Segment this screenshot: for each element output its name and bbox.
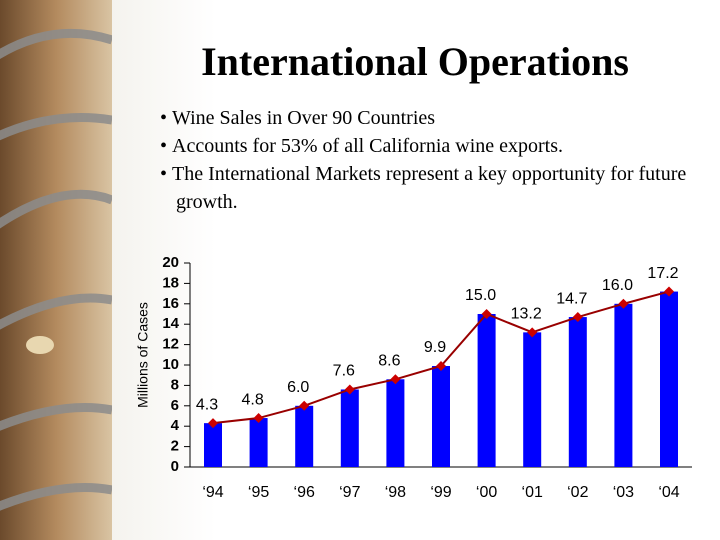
x-tick-label: ‘98: [385, 484, 406, 501]
marker: [208, 418, 218, 429]
marker: [299, 400, 310, 411]
x-tick-label: ‘04: [658, 484, 679, 501]
bar: [432, 366, 450, 467]
y-tick-label: 0: [171, 458, 179, 475]
y-tick-label: 2: [171, 438, 179, 455]
x-tick-label: ‘96: [294, 484, 315, 501]
bullet-list: Wine Sales in Over 90 Countries Accounts…: [160, 104, 720, 216]
bar: [295, 405, 314, 467]
y-tick-label: 4: [171, 417, 180, 434]
x-tick-label: ‘01: [522, 484, 543, 501]
bullet: The International Markets represent a ke…: [160, 160, 720, 216]
marker: [572, 312, 583, 323]
data-label: 7.6: [333, 363, 355, 380]
y-tick-label: 8: [171, 376, 179, 393]
x-tick-label: ‘00: [476, 484, 497, 501]
bar: [477, 314, 496, 467]
y-tick-label: 16: [162, 295, 179, 312]
barrel-photo: [0, 0, 112, 540]
y-tick-label: 20: [162, 254, 179, 271]
y-tick-label: 10: [162, 356, 179, 373]
data-label: 4.8: [241, 391, 263, 408]
x-tick-label: ‘02: [567, 484, 588, 501]
bullet: Accounts for 53% of all California wine …: [160, 132, 720, 160]
marker: [344, 384, 355, 395]
marker: [481, 309, 492, 319]
x-tick-label: ‘03: [613, 484, 634, 501]
x-tick-label: ‘94: [202, 484, 223, 501]
y-axis-label: Millions of Cases: [135, 302, 151, 408]
x-tick-label: ‘95: [248, 484, 269, 501]
bar: [386, 379, 405, 467]
bar: [523, 332, 542, 467]
bar: [614, 303, 633, 467]
marker: [436, 361, 446, 372]
y-tick-label: 6: [171, 397, 179, 414]
bullet: Wine Sales in Over 90 Countries: [160, 104, 720, 132]
y-tick-label: 18: [162, 274, 179, 291]
marker: [527, 327, 538, 338]
data-label: 15.0: [465, 287, 496, 304]
data-label: 13.2: [511, 306, 542, 323]
bar: [249, 418, 268, 467]
data-label: 4.3: [196, 396, 218, 413]
data-label: 6.0: [287, 379, 309, 396]
data-label: 8.6: [378, 352, 400, 369]
y-tick-label: 12: [162, 336, 179, 353]
marker: [390, 374, 401, 385]
data-label: 17.2: [647, 265, 678, 282]
y-tick-label: 14: [162, 315, 179, 332]
x-tick-label: ‘97: [339, 484, 360, 501]
x-tick-label: ‘99: [430, 484, 451, 501]
marker: [253, 413, 264, 424]
data-label: 14.7: [556, 290, 587, 307]
bar: [568, 317, 587, 467]
marker: [664, 286, 674, 297]
data-label: 16.0: [602, 277, 633, 294]
bar: [204, 423, 222, 467]
bar: [660, 291, 678, 467]
marker: [618, 298, 629, 309]
bar: [340, 389, 359, 467]
title: International Operations: [201, 39, 629, 84]
data-label: 9.9: [424, 339, 446, 356]
